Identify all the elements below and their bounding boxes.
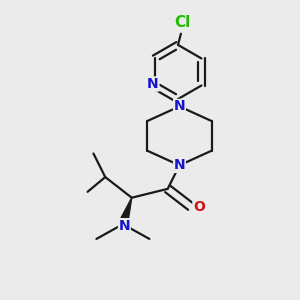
Text: N: N: [174, 99, 185, 113]
Text: O: O: [193, 200, 205, 214]
Text: N: N: [147, 77, 159, 91]
Text: N: N: [118, 219, 130, 233]
Text: N: N: [174, 158, 185, 172]
Polygon shape: [118, 198, 132, 226]
Text: Cl: Cl: [174, 15, 190, 30]
